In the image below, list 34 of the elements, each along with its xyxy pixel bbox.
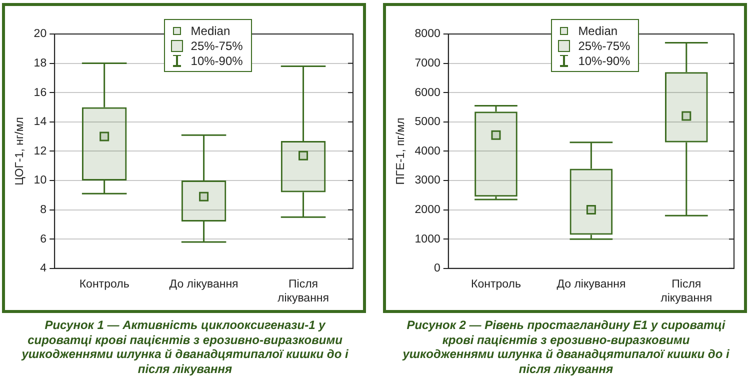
y-tick-label: 4 [40, 262, 48, 275]
y-tick-label: 14 [34, 116, 48, 128]
text: Рисунок 2 — Рівень простагландину Е1 у сироватці крові пацієнтів з ерозивно-виразковими ушкодженнями шлунка й дванадцятипалої кишки до і після лікування [401, 318, 730, 376]
x-tick-label: До лікування [169, 278, 238, 290]
y-tick-label: 6 [40, 233, 47, 246]
annotation: 10%-90% [190, 54, 243, 68]
y-tick-label: 12 [34, 145, 47, 158]
y-tick-label: 18 [34, 57, 47, 70]
y-tick-label: 10 [34, 174, 47, 187]
y-tick-label: 1000 [414, 233, 440, 246]
y-tick-label: 6000 [414, 86, 440, 99]
x-tick-label: До лікування [556, 278, 626, 290]
y-tick-label: 7000 [414, 57, 440, 70]
annotation: Median [190, 24, 230, 38]
x-tick-label: Після лікування [660, 278, 712, 304]
x-tick-label: Після лікування [278, 278, 330, 304]
y-tick-label: 16 [34, 86, 47, 99]
y-tick-label: 20 [34, 28, 47, 40]
y-tick-label: 4000 [414, 145, 440, 158]
y-tick-label: 5000 [414, 116, 440, 128]
annotation: 25%-75% [578, 38, 630, 52]
y-tick-label: 8000 [414, 28, 440, 40]
annotation: 10%-90% [578, 54, 630, 68]
text: Рисунок 1 — Активність циклооксигенази-1 у сироватці крові пацієнтів з ерозивно-виразковими ушкодженнями шлунка й дванадцятипалої кишки до і після лікування [20, 318, 350, 376]
y-tick-label: 3000 [414, 174, 440, 187]
y-tick-label: 0 [434, 262, 440, 275]
annotation: 25%-75% [190, 38, 243, 52]
y-axis-title: ЦОГ-1, нг/мл [14, 116, 26, 186]
annotation: Median [578, 24, 618, 38]
x-tick-label: Контроль [471, 278, 521, 290]
y-tick-label: 2000 [414, 204, 440, 216]
y-tick-label: 8 [40, 204, 47, 216]
y-axis-title: ПГЕ-1, пг/мл [395, 118, 408, 185]
x-tick-label: Контроль [79, 278, 130, 290]
